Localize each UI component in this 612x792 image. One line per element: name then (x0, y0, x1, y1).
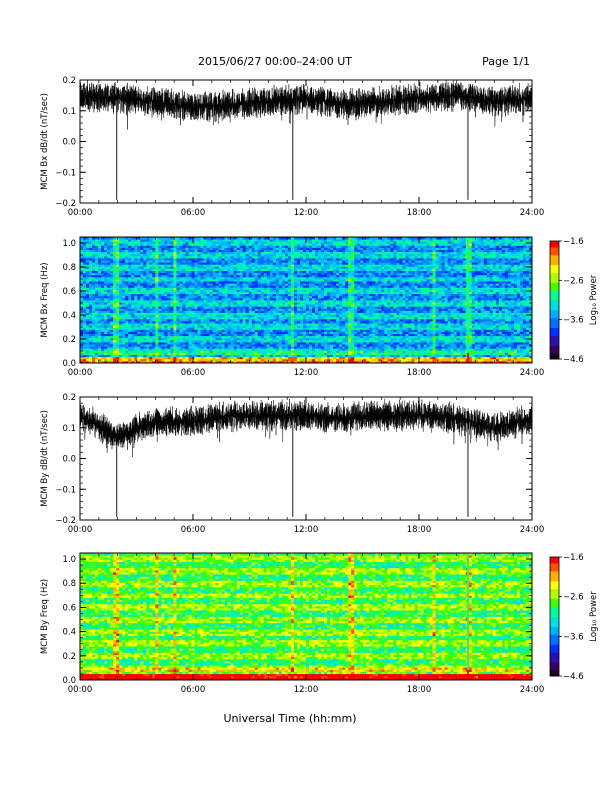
x-tick-label: 12:00 (294, 368, 319, 378)
spectral-streak (467, 237, 469, 363)
panel-4-spectrogram (80, 553, 532, 680)
x-tick-label: 06:00 (181, 368, 206, 378)
panel-3-timeseries (80, 397, 532, 520)
x-tick-label: 00:00 (68, 208, 93, 218)
y-tick-label: 0.0 (62, 359, 76, 369)
y-tick-label: −0.1 (55, 168, 76, 178)
colorbar-label: Log₁₀ Power (589, 274, 599, 325)
spectral-streak (467, 553, 469, 680)
y-tick-label: −0.2 (55, 199, 76, 209)
x-tick-label: 18:00 (407, 525, 432, 535)
x-tick-label: 06:00 (181, 525, 206, 535)
colorbar-tick-label: −2.6 (563, 593, 584, 603)
y-tick-label: 0.6 (62, 603, 76, 613)
colorbar-tick-label: −2.6 (563, 276, 584, 286)
y-axis-label: MCM By dB/dt (nT/sec) (40, 410, 50, 507)
colorbar-tick-label: −1.6 (563, 237, 584, 247)
x-tick-label: 00:00 (68, 368, 93, 378)
y-tick-label: 0.2 (62, 76, 76, 86)
y-tick-label: 0.4 (62, 311, 76, 321)
x-tick-label: 18:00 (407, 208, 432, 218)
x-tick-label: 06:00 (181, 685, 206, 695)
x-tick-label: 12:00 (294, 208, 319, 218)
colorbar-tick-label: −3.6 (563, 632, 584, 642)
colorbar: −1.6 −2.6 −3.6 −4.6 Log₁₀ Power (550, 237, 599, 365)
y-axis-label: MCM Bx Freq (Hz) (40, 262, 50, 337)
y-tick-label: −0.2 (55, 516, 76, 526)
x-tick-label: 00:00 (68, 685, 93, 695)
colorbar-tick-label: −3.6 (563, 316, 584, 326)
y-tick-label: −0.1 (55, 485, 76, 495)
x-tick-label: 12:00 (294, 525, 319, 535)
x-tick-label: 06:00 (181, 208, 206, 218)
y-tick-label: 0.0 (62, 455, 76, 465)
x-axis-label: Universal Time (hh:mm) (224, 712, 357, 725)
x-tick-label: 24:00 (520, 525, 545, 535)
x-tick-label: 00:00 (68, 525, 93, 535)
x-tick-label: 24:00 (520, 208, 545, 218)
y-tick-label: 0.2 (62, 393, 76, 403)
y-tick-label: 0.8 (62, 263, 76, 273)
colorbar-label: Log₁₀ Power (589, 591, 599, 642)
x-tick-label: 18:00 (407, 368, 432, 378)
panel-2-spectrogram (80, 237, 532, 363)
page-indicator: Page 1/1 (482, 55, 530, 68)
x-tick-label: 24:00 (520, 685, 545, 695)
colorbar-tick-label: −1.6 (563, 553, 584, 563)
y-tick-label: 0.2 (62, 652, 76, 662)
panel-1-timeseries (80, 80, 532, 203)
y-tick-label: 1.0 (62, 555, 76, 565)
y-tick-label: 0.6 (62, 287, 76, 297)
y-tick-label: 0.8 (62, 579, 76, 589)
colorbar: −1.6 −2.6 −3.6 −4.6 Log₁₀ Power (550, 553, 599, 682)
y-tick-label: 1.0 (62, 239, 76, 249)
figure-title: 2015/06/27 00:00–24:00 UT (198, 55, 352, 68)
colorbar-tick-label: −4.6 (563, 355, 584, 365)
x-tick-label: 24:00 (520, 368, 545, 378)
y-tick-label: 0.1 (62, 107, 76, 117)
panels: 00:00 06:00 12:00 18:00 24:00 0.2 0.1 0.0 −0.1 −0… (40, 76, 599, 695)
magnetometer-figure: 2015/06/27 00:00–24:00 UT Page 1/1 00:00… (0, 0, 612, 792)
y-tick-label: 0.0 (62, 138, 76, 148)
x-tick-label: 18:00 (407, 685, 432, 695)
y-tick-label: 0.1 (62, 424, 76, 434)
colorbar-tick-label: −4.6 (563, 672, 584, 682)
y-tick-label: 0.4 (62, 628, 76, 638)
y-axis-label: MCM By Freq (Hz) (40, 579, 50, 654)
x-tick-label: 12:00 (294, 685, 319, 695)
y-axis-label: MCM Bx dB/dt (nT/sec) (40, 93, 50, 190)
y-tick-label: 0.0 (62, 676, 76, 686)
y-tick-label: 0.2 (62, 335, 76, 345)
